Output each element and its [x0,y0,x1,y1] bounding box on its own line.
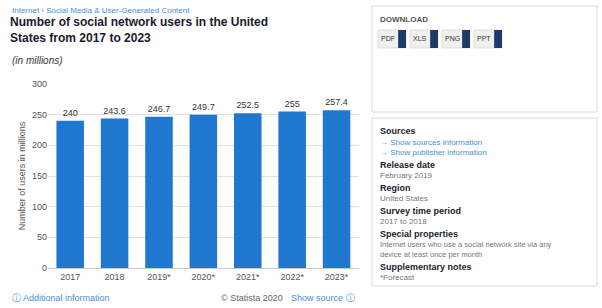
svg-text:2022*: 2022* [280,272,304,282]
svg-text:246.7: 246.7 [148,104,171,114]
svg-text:252.5: 252.5 [237,100,260,110]
svg-text:→ Show sources information: → Show sources information [380,138,482,147]
svg-text:February 2019: February 2019 [380,171,433,180]
svg-text:PDF: PDF [381,35,395,42]
svg-text:XLS: XLS [413,35,427,42]
svg-text:2018: 2018 [105,272,125,282]
svg-text:257.4: 257.4 [325,97,348,107]
svg-text:Internet users who use a socia: Internet users who use a social network … [380,240,552,249]
svg-text:© Statista 2020: © Statista 2020 [221,293,283,303]
svg-text:2023*: 2023* [325,272,349,282]
svg-text:243.6: 243.6 [103,106,126,116]
svg-text:Supplementary notes: Supplementary notes [380,262,472,272]
svg-text:Number of social network users: Number of social network users in the Un… [10,15,268,45]
svg-text:Release date: Release date [380,160,435,170]
svg-text:2017: 2017 [60,272,80,282]
svg-text:Survey time period: Survey time period [380,206,461,216]
svg-text:Sources: Sources [380,126,416,136]
svg-text:(in millions): (in millions) [12,55,63,66]
svg-text:DOWNLOAD: DOWNLOAD [380,15,428,24]
svg-text:249.7: 249.7 [192,102,215,112]
svg-text:50: 50 [37,232,47,242]
svg-text:→ Show publisher information: → Show publisher information [380,148,487,157]
svg-text:Special properties: Special properties [380,229,458,239]
svg-text:100: 100 [32,202,47,212]
svg-text:*Forecast: *Forecast [380,273,415,282]
svg-text:0: 0 [42,263,47,273]
svg-text:2019*: 2019* [147,272,171,282]
svg-text:PPT: PPT [477,35,491,42]
svg-text:PNG: PNG [445,35,460,42]
svg-text:240: 240 [63,108,78,118]
svg-text:ⓘ Additional information: ⓘ Additional information [12,293,110,303]
svg-text:Region: Region [380,183,411,193]
svg-text:device at least once per month: device at least once per month [380,250,482,259]
svg-text:150: 150 [32,171,47,181]
svg-text:300: 300 [32,79,47,89]
svg-text:250: 250 [32,110,47,120]
svg-text:Number of users in millions: Number of users in millions [17,121,27,230]
svg-text:Internet › Social Media & User: Internet › Social Media & User-Generated… [12,6,190,15]
svg-text:2020*: 2020* [192,272,216,282]
svg-text:200: 200 [32,140,47,150]
svg-text:2017 to 2018: 2017 to 2018 [380,217,427,226]
svg-text:2021*: 2021* [236,272,260,282]
svg-text:255: 255 [285,99,300,109]
svg-text:Show source ⓘ: Show source ⓘ [291,293,355,303]
svg-text:United States: United States [380,194,428,203]
